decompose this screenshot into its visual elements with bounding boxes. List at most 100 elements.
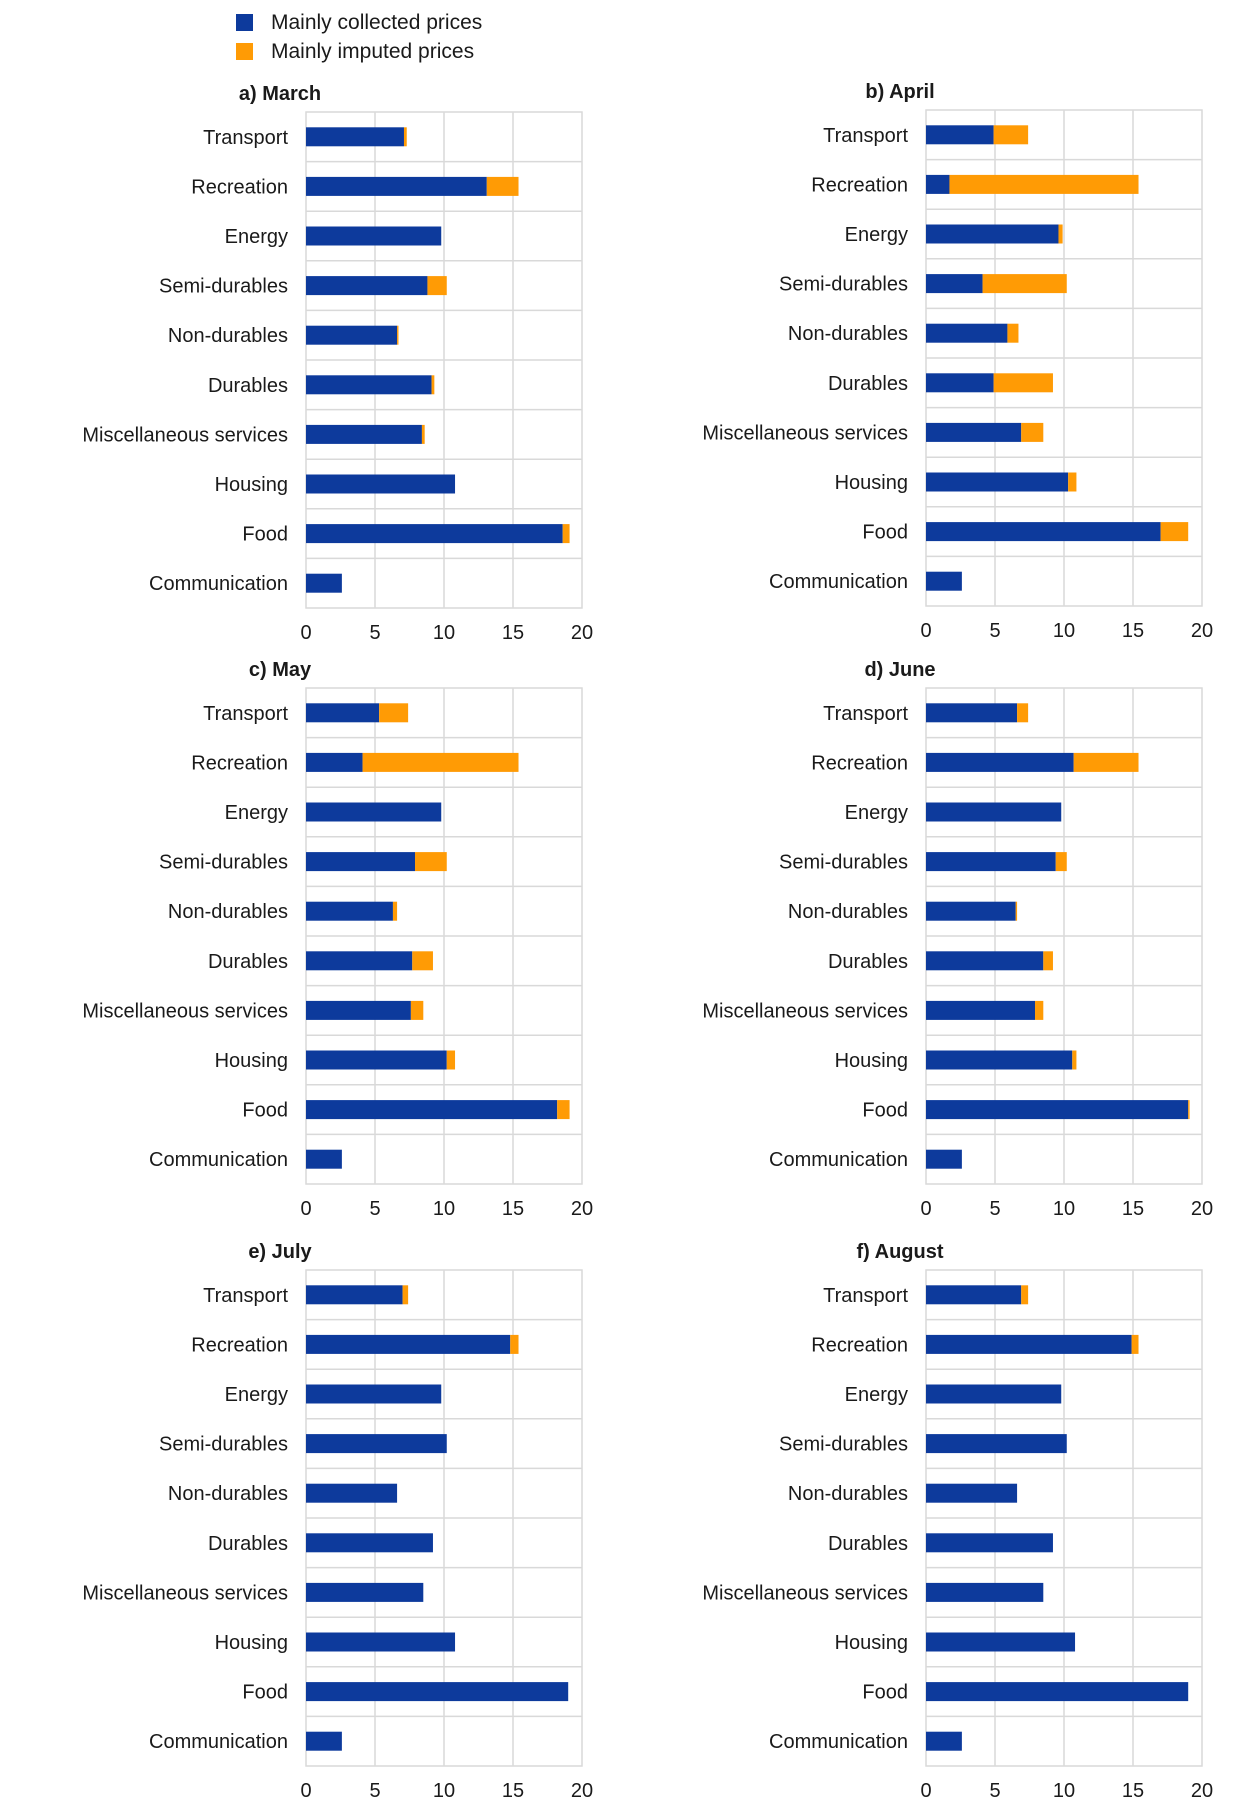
bar-collected: [306, 1100, 558, 1120]
bar-collected: [306, 325, 398, 345]
x-tick-label: 10: [433, 1198, 455, 1220]
category-label: Semi-durables: [779, 852, 908, 874]
bar-imputed: [949, 174, 1139, 194]
bar-collected: [926, 752, 1074, 772]
bar-collected: [926, 522, 1161, 542]
category-label: Housing: [835, 1050, 908, 1072]
bar-imputed: [1007, 323, 1019, 343]
bar-collected: [926, 1582, 1044, 1602]
x-tick-label: 15: [502, 1780, 524, 1802]
bar-collected: [926, 1483, 1018, 1503]
x-tick-label: 15: [502, 1198, 524, 1220]
legend-swatch-collected: [236, 14, 253, 31]
bar-collected: [306, 573, 342, 593]
category-label: Transport: [203, 1285, 288, 1307]
bar-imputed: [410, 1000, 424, 1020]
x-tick-label: 20: [1191, 1198, 1213, 1220]
bar-collected: [926, 174, 950, 194]
bar-imputed: [1015, 901, 1018, 921]
bar-imputed: [1073, 752, 1139, 772]
x-tick-label: 5: [369, 1780, 380, 1802]
bar-imputed: [993, 373, 1053, 393]
category-label: Energy: [845, 224, 908, 246]
bar-collected: [306, 1731, 342, 1751]
category-label: Miscellaneous services: [702, 422, 908, 444]
bar-collected: [306, 1000, 411, 1020]
legend-item-imputed: Mainly imputed prices: [236, 37, 482, 66]
category-label: Semi-durables: [779, 1434, 908, 1456]
bar-imputed: [415, 852, 447, 872]
category-label: Transport: [823, 703, 908, 725]
bar-imputed: [362, 752, 519, 772]
x-tick-label: 0: [920, 1198, 931, 1220]
bar-collected: [926, 951, 1044, 971]
x-tick-label: 15: [1122, 1780, 1144, 1802]
bar-imputed: [1017, 703, 1029, 723]
category-label: Housing: [835, 472, 908, 494]
category-label: Food: [242, 1100, 288, 1122]
category-label: Non-durables: [168, 901, 288, 923]
bar-imputed: [392, 901, 398, 921]
bar-collected: [306, 1582, 424, 1602]
bar-collected: [306, 176, 487, 196]
bar-imputed: [1072, 1050, 1077, 1070]
category-label: Durables: [828, 1533, 908, 1555]
bar-collected: [926, 274, 983, 294]
bar-imputed: [1058, 224, 1063, 244]
category-label: Miscellaneous services: [702, 1582, 908, 1604]
category-label: Housing: [215, 1632, 288, 1654]
category-label: Transport: [823, 125, 908, 147]
bar-collected: [926, 852, 1056, 872]
bar-imputed: [1043, 951, 1053, 971]
x-tick-label: 0: [920, 620, 931, 642]
x-tick-label: 20: [571, 1780, 593, 1802]
bar-collected: [926, 901, 1016, 921]
bar-collected: [306, 1285, 403, 1305]
x-tick-label: 15: [502, 622, 524, 644]
category-label: Non-durables: [788, 323, 908, 345]
bar-imputed: [1188, 1100, 1190, 1120]
bar-imputed: [431, 375, 435, 395]
bar-imputed: [1068, 472, 1077, 492]
x-tick-label: 5: [989, 1198, 1000, 1220]
bar-collected: [926, 1100, 1189, 1120]
bar-collected: [306, 951, 413, 971]
x-tick-label: 5: [369, 1198, 380, 1220]
category-label: Food: [862, 1682, 908, 1704]
category-label: Miscellaneous services: [702, 1000, 908, 1022]
bar-collected: [926, 1334, 1132, 1354]
x-tick-label: 20: [571, 622, 593, 644]
x-tick-label: 0: [920, 1780, 931, 1802]
chart-title: b) April: [865, 81, 934, 103]
chart-panel-2: b) April Transport Recreation Energy Semi-du…: [702, 81, 1213, 642]
category-label: Food: [242, 524, 288, 546]
category-label: Communication: [769, 1149, 908, 1171]
legend-item-collected: Mainly collected prices: [236, 8, 482, 37]
bar-imputed: [562, 524, 570, 544]
category-label: Semi-durables: [159, 276, 288, 298]
bar-collected: [306, 524, 563, 544]
bar-collected: [926, 802, 1062, 822]
category-label: Miscellaneous services: [82, 424, 288, 446]
category-label: Energy: [845, 1384, 908, 1406]
x-tick-label: 10: [433, 622, 455, 644]
bar-collected: [926, 1632, 1076, 1652]
category-label: Energy: [225, 802, 288, 824]
category-label: Semi-durables: [779, 274, 908, 296]
category-label: Recreation: [811, 174, 908, 196]
bar-imputed: [1021, 422, 1044, 442]
bar-imputed: [412, 951, 433, 971]
bar-collected: [926, 1285, 1022, 1305]
legend-label-collected: Mainly collected prices: [271, 10, 483, 34]
bar-collected: [306, 1050, 447, 1070]
bar-collected: [306, 752, 363, 772]
x-tick-label: 0: [300, 622, 311, 644]
category-label: Communication: [149, 1149, 288, 1171]
category-label: Non-durables: [788, 1483, 908, 1505]
bar-imputed: [402, 1285, 409, 1305]
bar-collected: [306, 1533, 433, 1553]
bar-collected: [926, 1384, 1062, 1404]
x-tick-label: 0: [300, 1198, 311, 1220]
x-tick-label: 20: [1191, 1780, 1213, 1802]
bar-collected: [926, 224, 1059, 244]
